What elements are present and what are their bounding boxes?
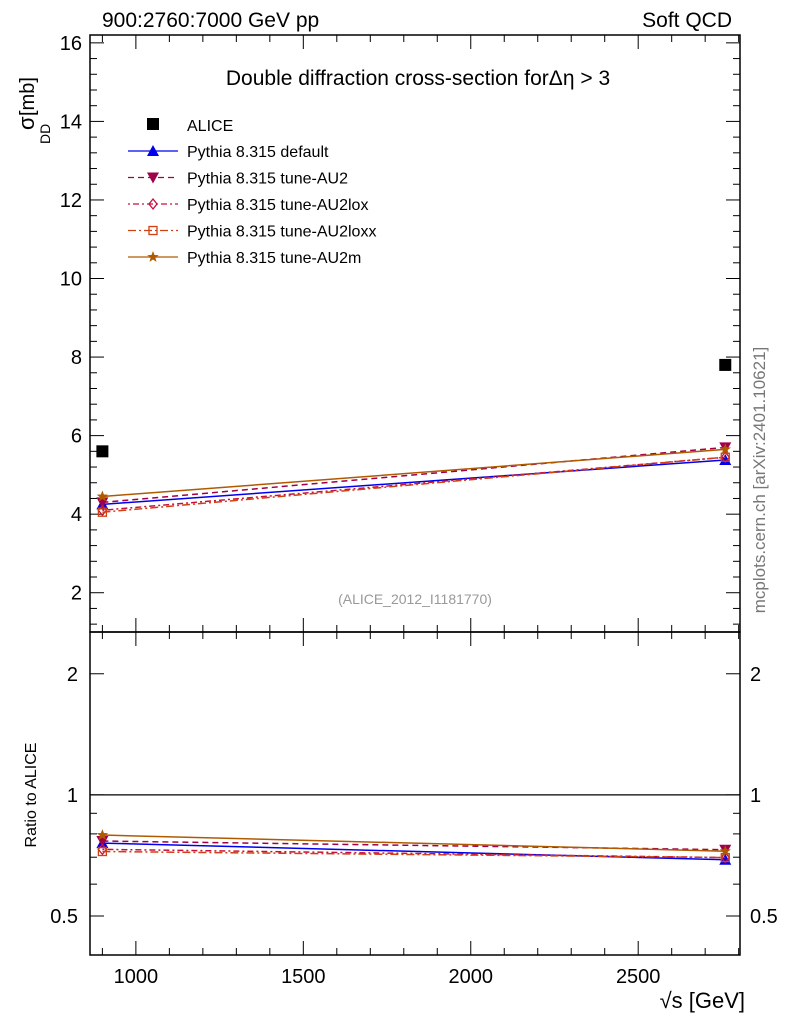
square-marker	[147, 118, 159, 130]
legend-label: ALICE	[187, 118, 233, 135]
series-line	[102, 459, 726, 506]
y-tick-label: 4	[71, 504, 82, 526]
y-tick-label: 16	[60, 33, 82, 55]
y-tick-label: 2	[71, 583, 82, 605]
y-tick-label: 14	[60, 111, 82, 133]
legend-label: Pythia 8.315 tune-AU2loxx	[187, 224, 376, 241]
triangle-up-marker	[147, 145, 159, 156]
ratio-line	[102, 840, 726, 851]
watermark: mcplots.cern.ch [arXiv:2401.10621]	[750, 347, 769, 613]
x-tick-label: 1500	[281, 966, 326, 988]
y-tick-label: 10	[60, 269, 82, 291]
y-tick-label: 8	[71, 347, 82, 369]
ratio-axis-label: Ratio to ALICE	[23, 743, 40, 848]
legend: ALICE Pythia 8.315 default Pythia 8.315 tu…	[128, 118, 376, 267]
legend-label: Pythia 8.315 default	[187, 144, 329, 161]
y-label-sub: DD	[37, 124, 53, 144]
x-tick-label: 1000	[114, 966, 159, 988]
ratio-tick-label: 2	[67, 664, 78, 686]
header-right: Soft QCD	[642, 9, 732, 32]
series-2	[97, 451, 731, 864]
ratio-tick-label: 1	[67, 785, 78, 807]
series-line	[102, 456, 726, 513]
header-left: 900:2760:7000 GeV pp	[102, 9, 319, 32]
y-label-sigma: σ	[14, 116, 39, 130]
star-marker	[96, 490, 109, 502]
diamond-marker	[148, 197, 158, 211]
y-label-unit: [mb]	[17, 77, 39, 116]
ratio-tick-label-right: 1	[750, 785, 761, 807]
series-3	[97, 452, 730, 863]
chart-title: Double diffraction cross-section forΔη >…	[226, 67, 610, 90]
star-marker	[719, 845, 731, 857]
series-0	[96, 453, 732, 865]
triangle-down-marker	[147, 172, 159, 184]
legend-label: Pythia 8.315 tune-AU2	[187, 171, 348, 188]
ratio-tick-label-right: 0.5	[750, 906, 778, 928]
y-axis-label: σDD [mb]	[14, 77, 53, 144]
series-line	[102, 446, 726, 504]
star-marker	[147, 251, 159, 262]
x-axis-label: √s [GeV]	[660, 988, 745, 1013]
open-square-marker	[97, 846, 108, 857]
legend-label: Pythia 8.315 tune-AU2lox	[187, 197, 368, 214]
open-square-marker	[720, 452, 730, 462]
ratio-line	[102, 834, 726, 852]
series-line	[102, 448, 726, 498]
y-tick-label: 12	[60, 190, 82, 212]
diamond-marker	[720, 851, 731, 864]
diamond-marker	[720, 451, 731, 464]
star-marker	[719, 443, 731, 455]
ratio-line	[102, 850, 726, 859]
ratio-tick-label-right: 2	[750, 664, 761, 686]
x-tick-label: 2500	[616, 966, 661, 988]
series-line	[102, 456, 726, 511]
x-tick-label: 2000	[449, 966, 494, 988]
open-square-marker	[97, 507, 108, 517]
ratio-tick-label: 0.5	[50, 906, 78, 928]
star-marker	[96, 829, 109, 840]
y-tick-label: 6	[71, 426, 82, 448]
series-1	[96, 442, 732, 856]
open-square-marker	[148, 225, 158, 236]
triangle-up-marker	[719, 453, 732, 465]
series-4	[96, 443, 731, 857]
analysis-tag: (ALICE_2012_I1181770)	[338, 591, 492, 607]
legend-label: Pythia 8.315 tune-AU2m	[187, 250, 361, 267]
square-marker	[719, 358, 732, 371]
ratio-frame	[89, 631, 741, 956]
square-marker	[96, 445, 109, 458]
